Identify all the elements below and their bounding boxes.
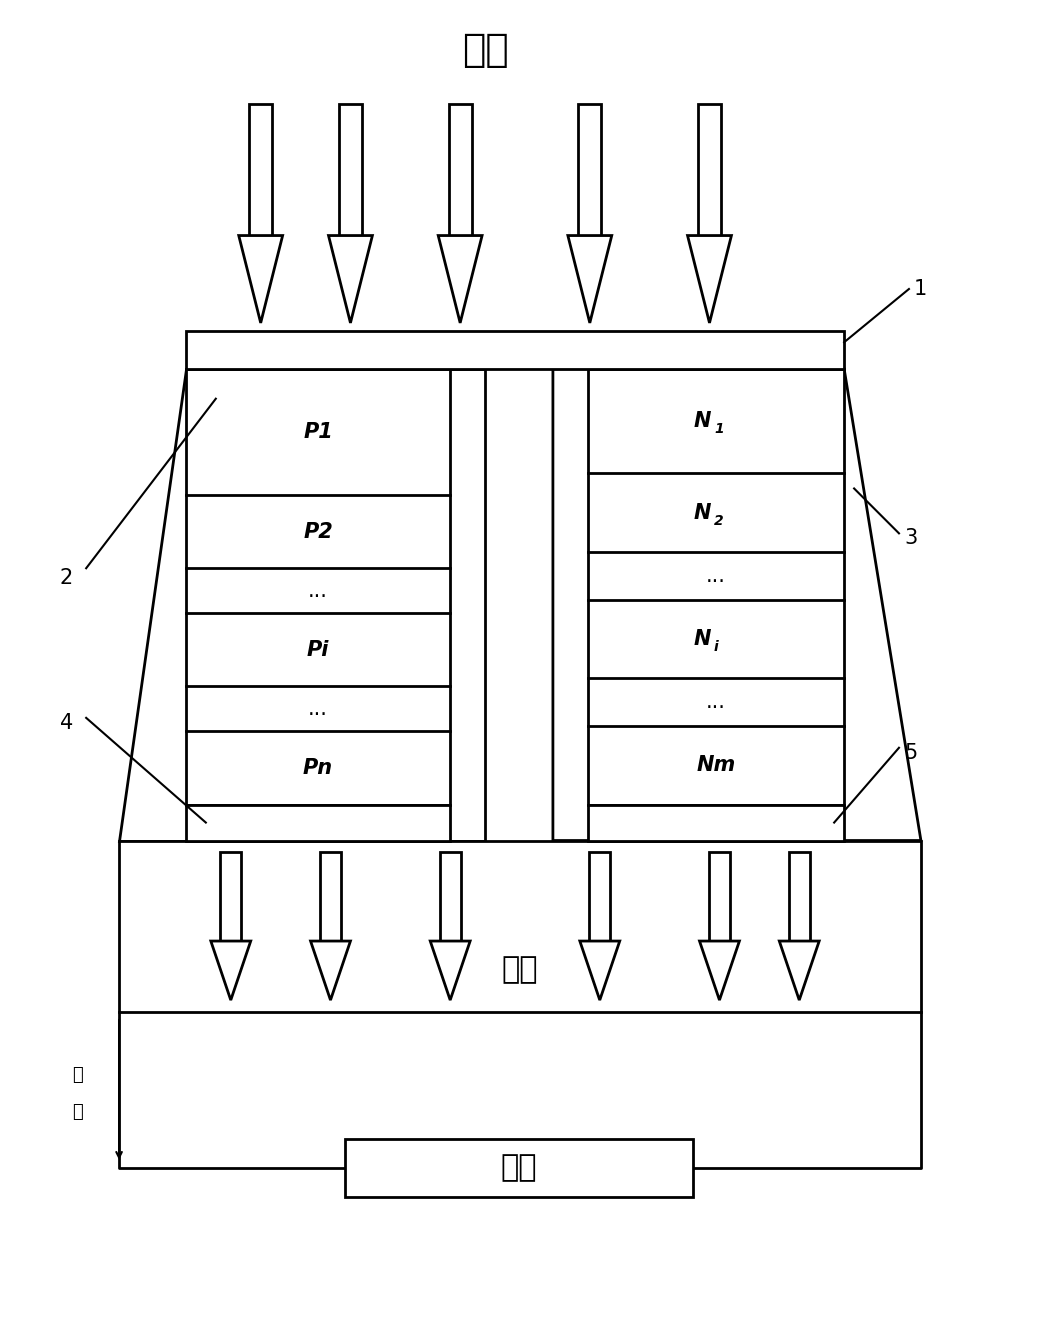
Text: N: N bbox=[693, 411, 711, 431]
Polygon shape bbox=[438, 235, 482, 323]
Bar bbox=[346, 1139, 692, 1196]
Polygon shape bbox=[780, 941, 819, 1000]
Polygon shape bbox=[211, 941, 251, 1000]
Bar bbox=[440, 852, 461, 941]
Text: ...: ... bbox=[706, 566, 726, 586]
Polygon shape bbox=[119, 369, 485, 840]
Bar bbox=[320, 852, 340, 941]
Text: 电: 电 bbox=[72, 1066, 83, 1084]
Text: P2: P2 bbox=[303, 521, 333, 541]
Text: 2: 2 bbox=[714, 513, 723, 528]
Bar bbox=[578, 105, 601, 235]
Text: N: N bbox=[693, 628, 711, 650]
Text: i: i bbox=[714, 640, 718, 654]
Bar bbox=[186, 369, 450, 804]
Text: N: N bbox=[693, 503, 711, 523]
Polygon shape bbox=[328, 235, 373, 323]
Bar bbox=[119, 840, 921, 1012]
Polygon shape bbox=[239, 235, 282, 323]
Text: ...: ... bbox=[308, 581, 328, 601]
Text: 3: 3 bbox=[904, 528, 918, 548]
Text: 冷源: 冷源 bbox=[501, 955, 539, 984]
Polygon shape bbox=[580, 941, 620, 1000]
Polygon shape bbox=[310, 941, 351, 1000]
Text: 流: 流 bbox=[72, 1103, 83, 1121]
Text: ...: ... bbox=[308, 699, 328, 718]
Text: Pi: Pi bbox=[307, 640, 329, 660]
Text: 1: 1 bbox=[714, 422, 723, 437]
Bar bbox=[448, 105, 471, 235]
Bar bbox=[590, 852, 610, 941]
Text: 热源: 热源 bbox=[462, 30, 509, 69]
Polygon shape bbox=[430, 941, 470, 1000]
Text: Nm: Nm bbox=[696, 755, 736, 775]
Text: P1: P1 bbox=[303, 422, 333, 442]
Polygon shape bbox=[553, 369, 921, 840]
Polygon shape bbox=[687, 235, 732, 323]
Text: Pn: Pn bbox=[303, 758, 333, 778]
Bar bbox=[709, 852, 730, 941]
Text: 1: 1 bbox=[913, 279, 927, 299]
Polygon shape bbox=[568, 235, 611, 323]
Bar bbox=[220, 852, 241, 941]
Polygon shape bbox=[700, 941, 739, 1000]
Text: 5: 5 bbox=[904, 742, 918, 763]
Text: 负载: 负载 bbox=[500, 1154, 538, 1183]
Bar bbox=[588, 804, 844, 840]
Bar bbox=[186, 804, 450, 840]
Text: ...: ... bbox=[706, 692, 726, 712]
Text: 4: 4 bbox=[60, 713, 74, 733]
Bar bbox=[789, 852, 810, 941]
Bar bbox=[186, 331, 844, 369]
Bar bbox=[588, 369, 844, 804]
Bar bbox=[249, 105, 272, 235]
Bar bbox=[699, 105, 721, 235]
Bar bbox=[339, 105, 362, 235]
Text: 2: 2 bbox=[60, 568, 74, 589]
